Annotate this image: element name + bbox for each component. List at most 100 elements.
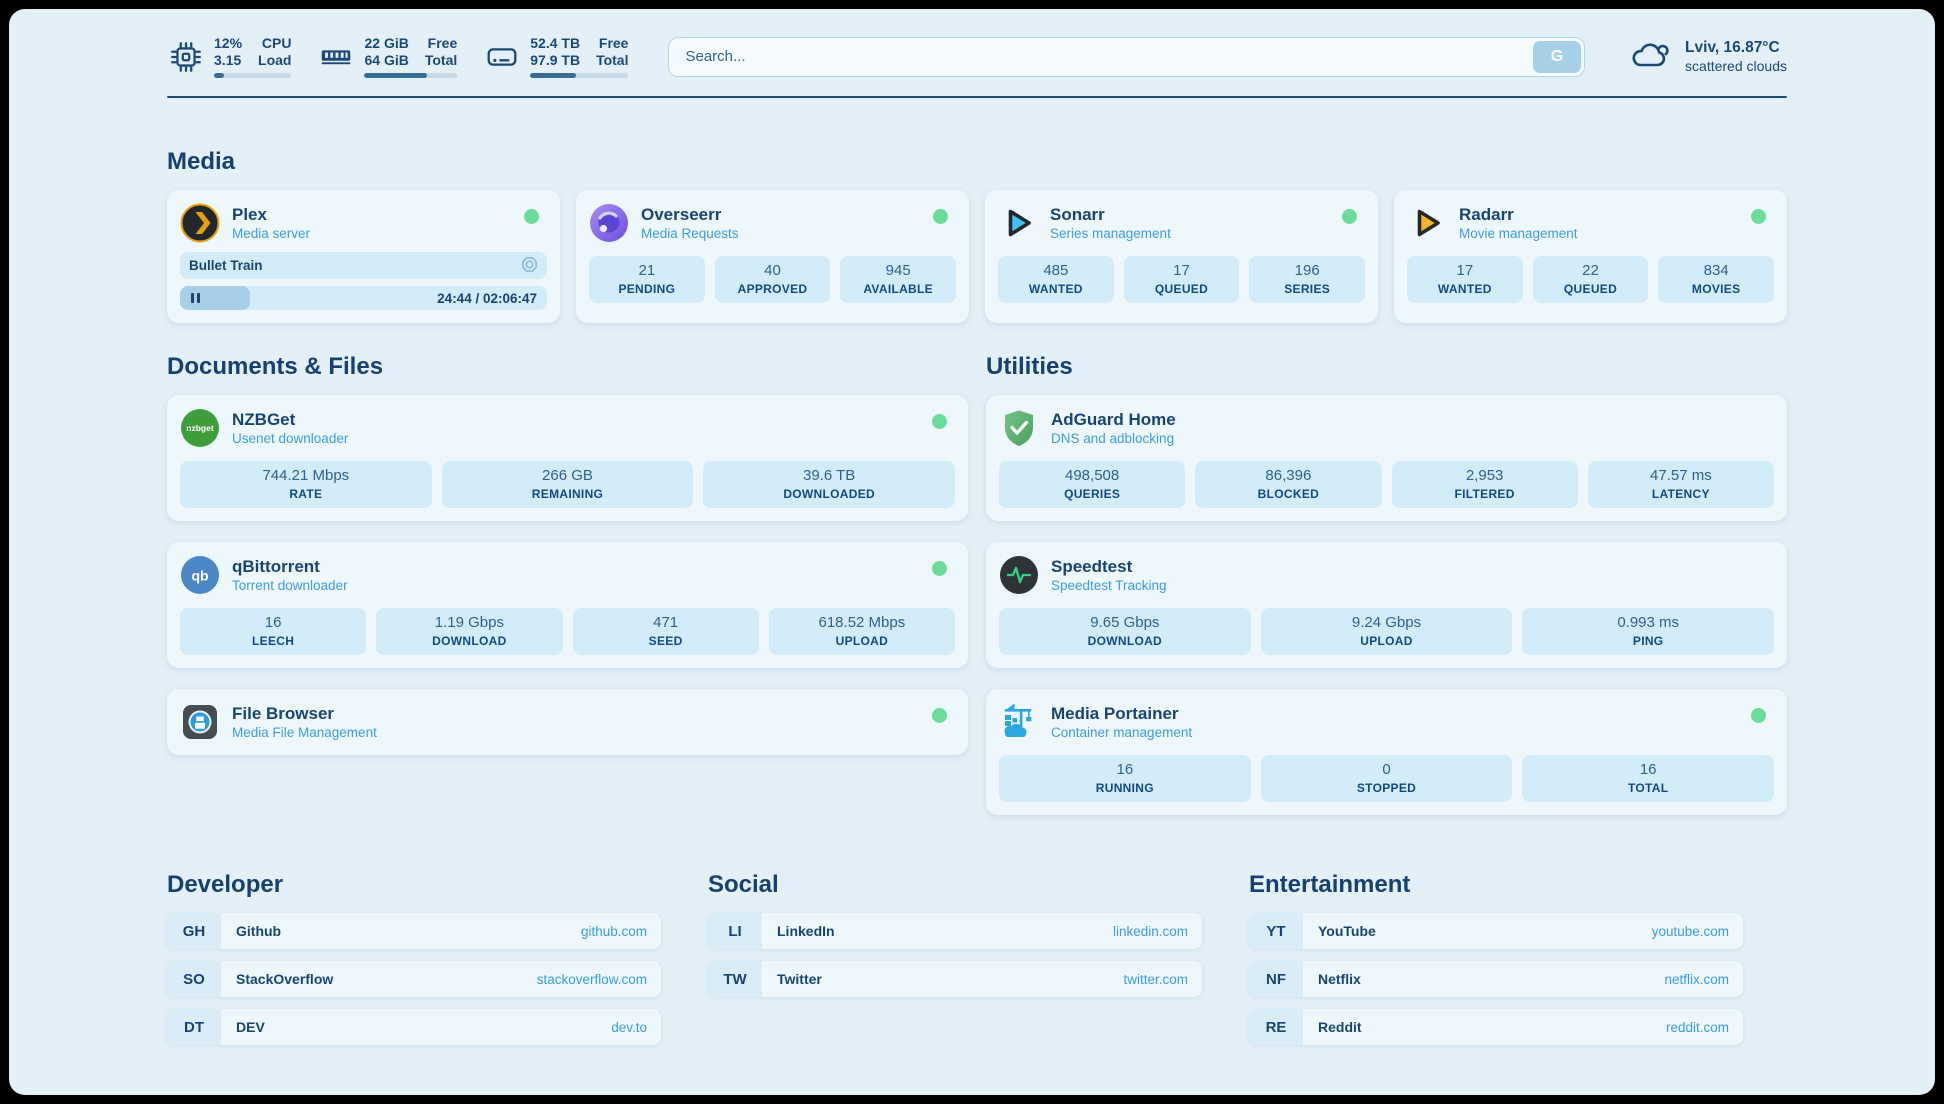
bookmark-name: Github <box>236 923 282 939</box>
portainer-icon <box>999 702 1039 742</box>
service-card-speedtest[interactable]: Speedtest Speedtest Tracking 9.65 Gbps D… <box>986 542 1787 668</box>
status-dot <box>932 414 947 429</box>
bookmark-netflix[interactable]: NF Netflix netflix.com <box>1249 961 1743 997</box>
disk-free-label: Free <box>598 35 629 51</box>
status-dot <box>1342 209 1357 224</box>
stat-value: 21 <box>638 262 656 279</box>
bookmark-name: DEV <box>236 1019 265 1035</box>
stat-label: STOPPED <box>1356 781 1417 795</box>
ram-widget: 22 GiB 64 GiB Free Total <box>317 35 458 78</box>
stat-label: TOTAL <box>1627 781 1669 795</box>
plex-icon <box>180 203 220 243</box>
bookmark-name: Reddit <box>1318 1019 1362 1035</box>
nzbget-icon: nzbget <box>180 408 220 448</box>
stat-label: PING <box>1632 634 1664 648</box>
service-subtitle: Media server <box>232 225 311 241</box>
stat-value: 9.24 Gbps <box>1351 614 1422 631</box>
stat-value: 16 <box>1116 761 1134 778</box>
playback-progress: 24:44 / 02:06:47 <box>180 286 547 310</box>
stat-value: 498,508 <box>1065 467 1120 484</box>
bookmark-url: github.com <box>580 923 647 939</box>
bookmark-linkedin[interactable]: LI LinkedIn linkedin.com <box>708 913 1202 949</box>
disk-free-value: 52.4 TB <box>530 35 581 51</box>
stat-box: 21 PENDING <box>589 256 705 303</box>
service-subtitle: Torrent downloader <box>232 577 348 593</box>
service-card-qbittorrent[interactable]: qb qBittorrent Torrent downloader 16 LEE… <box>167 542 968 668</box>
status-dot <box>524 209 539 224</box>
stat-value: 0.993 ms <box>1617 614 1680 631</box>
stat-box: 9.24 Gbps UPLOAD <box>1260 608 1513 655</box>
stat-box: 2,953 FILTERED <box>1391 461 1578 508</box>
stat-box: 945 AVAILABLE <box>840 256 956 303</box>
disk-total-label: Total <box>596 52 629 68</box>
svg-text:nzbget: nzbget <box>186 423 214 433</box>
search-input[interactable] <box>669 48 1534 65</box>
dashboard-page: 12% 3.15 CPU Load <box>9 9 1935 1095</box>
cloud-icon <box>1629 36 1673 77</box>
search-provider-button[interactable]: G <box>1533 40 1582 73</box>
bookmark-stackoverflow[interactable]: SO StackOverflow stackoverflow.com <box>167 961 661 997</box>
stat-box: 498,508 QUERIES <box>999 461 1186 508</box>
stat-label: UPLOAD <box>835 634 889 648</box>
service-card-sonarr[interactable]: Sonarr Series management 485 WANTED 17 Q… <box>985 190 1378 323</box>
bookmark-reddit[interactable]: RE Reddit reddit.com <box>1249 1009 1743 1045</box>
stat-box: 17 WANTED <box>1407 256 1523 303</box>
bookmark-youtube[interactable]: YT YouTube youtube.com <box>1249 913 1743 949</box>
header-divider <box>167 96 1787 98</box>
stat-box: 16 LEECH <box>180 608 367 655</box>
stat-value: 744.21 Mbps <box>262 467 350 484</box>
stat-label: SEED <box>648 634 683 648</box>
stat-value: 2,953 <box>1465 467 1504 484</box>
bookmark-abbr: GH <box>167 913 221 949</box>
stat-value: 485 <box>1043 262 1069 279</box>
stat-label: SERIES <box>1284 282 1331 296</box>
bookmark-dev[interactable]: DT DEV dev.to <box>167 1009 661 1045</box>
status-dot <box>1751 708 1766 723</box>
stat-label: REMAINING <box>531 487 604 501</box>
stat-label: DOWNLOAD <box>432 634 507 648</box>
stat-label: PENDING <box>618 282 676 296</box>
bookmark-abbr: DT <box>167 1009 221 1045</box>
service-card-filebrowser[interactable]: File Browser Media File Management <box>167 689 968 755</box>
stat-value: 47.57 ms <box>1650 467 1712 484</box>
section-title-media: Media <box>167 148 236 175</box>
stat-label: WANTED <box>1437 282 1492 296</box>
stat-value: 471 <box>653 614 679 631</box>
stat-box: 47.57 ms LATENCY <box>1587 461 1774 508</box>
stat-value: 9.65 Gbps <box>1090 614 1160 631</box>
bookmark-abbr: NF <box>1249 961 1303 997</box>
now-playing-row: Bullet Train <box>180 252 547 279</box>
bookmark-name: Twitter <box>777 971 822 987</box>
system-stats: 12% 3.15 CPU Load <box>167 35 629 78</box>
stat-value: 17 <box>1456 262 1474 279</box>
weather-condition: scattered clouds <box>1685 58 1787 74</box>
view-icon[interactable] <box>521 256 538 276</box>
stat-label: AVAILABLE <box>863 282 933 296</box>
stat-label: LATENCY <box>1651 487 1710 501</box>
ram-icon <box>317 38 355 76</box>
service-title: File Browser <box>232 703 335 723</box>
service-card-nzbget[interactable]: nzbget NZBGet Usenet downloader 744.21 M… <box>167 395 968 521</box>
service-card-radarr[interactable]: Radarr Movie management 17 WANTED 22 QUE… <box>1394 190 1787 323</box>
stat-box: 1.19 Gbps DOWNLOAD <box>376 608 563 655</box>
cpu-usage-value: 12% <box>214 35 243 51</box>
stat-value: 22 <box>1582 262 1599 279</box>
disk-widget: 52.4 TB 97.9 TB Free Total <box>483 35 629 78</box>
stat-label: FILTERED <box>1454 487 1515 501</box>
stat-value: 16 <box>1639 761 1657 778</box>
service-card-adguard[interactable]: AdGuard Home DNS and adblocking 498,508 … <box>986 395 1787 521</box>
service-card-plex[interactable]: Plex Media server Bullet Train <box>167 190 560 323</box>
bookmark-twitter[interactable]: TW Twitter twitter.com <box>708 961 1202 997</box>
section-title-developer: Developer <box>167 871 284 898</box>
status-dot <box>933 209 948 224</box>
service-card-portainer[interactable]: Media Portainer Container management 16 … <box>986 689 1787 815</box>
stat-label: DOWNLOADED <box>783 487 875 501</box>
bookmark-url: reddit.com <box>1665 1019 1729 1035</box>
service-card-overseerr[interactable]: Overseerr Media Requests 21 PENDING 40 A… <box>576 190 969 323</box>
stat-label: RATE <box>289 487 323 501</box>
bookmark-github[interactable]: GH Github github.com <box>167 913 661 949</box>
stat-box: 17 QUEUED <box>1123 256 1240 303</box>
stat-value: 266 GB <box>542 467 593 484</box>
service-title: Overseerr <box>641 204 722 224</box>
filebrowser-icon <box>180 702 220 742</box>
